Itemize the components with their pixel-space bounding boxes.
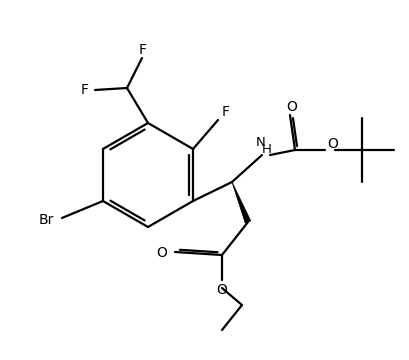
Text: O: O [156,246,166,260]
Text: F: F [81,83,89,97]
Text: O: O [286,100,297,114]
Text: Br: Br [38,213,54,227]
Text: O: O [326,137,337,151]
Text: F: F [221,105,229,119]
Text: H: H [261,143,271,156]
Text: O: O [216,283,227,297]
Polygon shape [231,182,250,223]
Text: F: F [139,43,147,57]
Text: N: N [256,135,265,149]
